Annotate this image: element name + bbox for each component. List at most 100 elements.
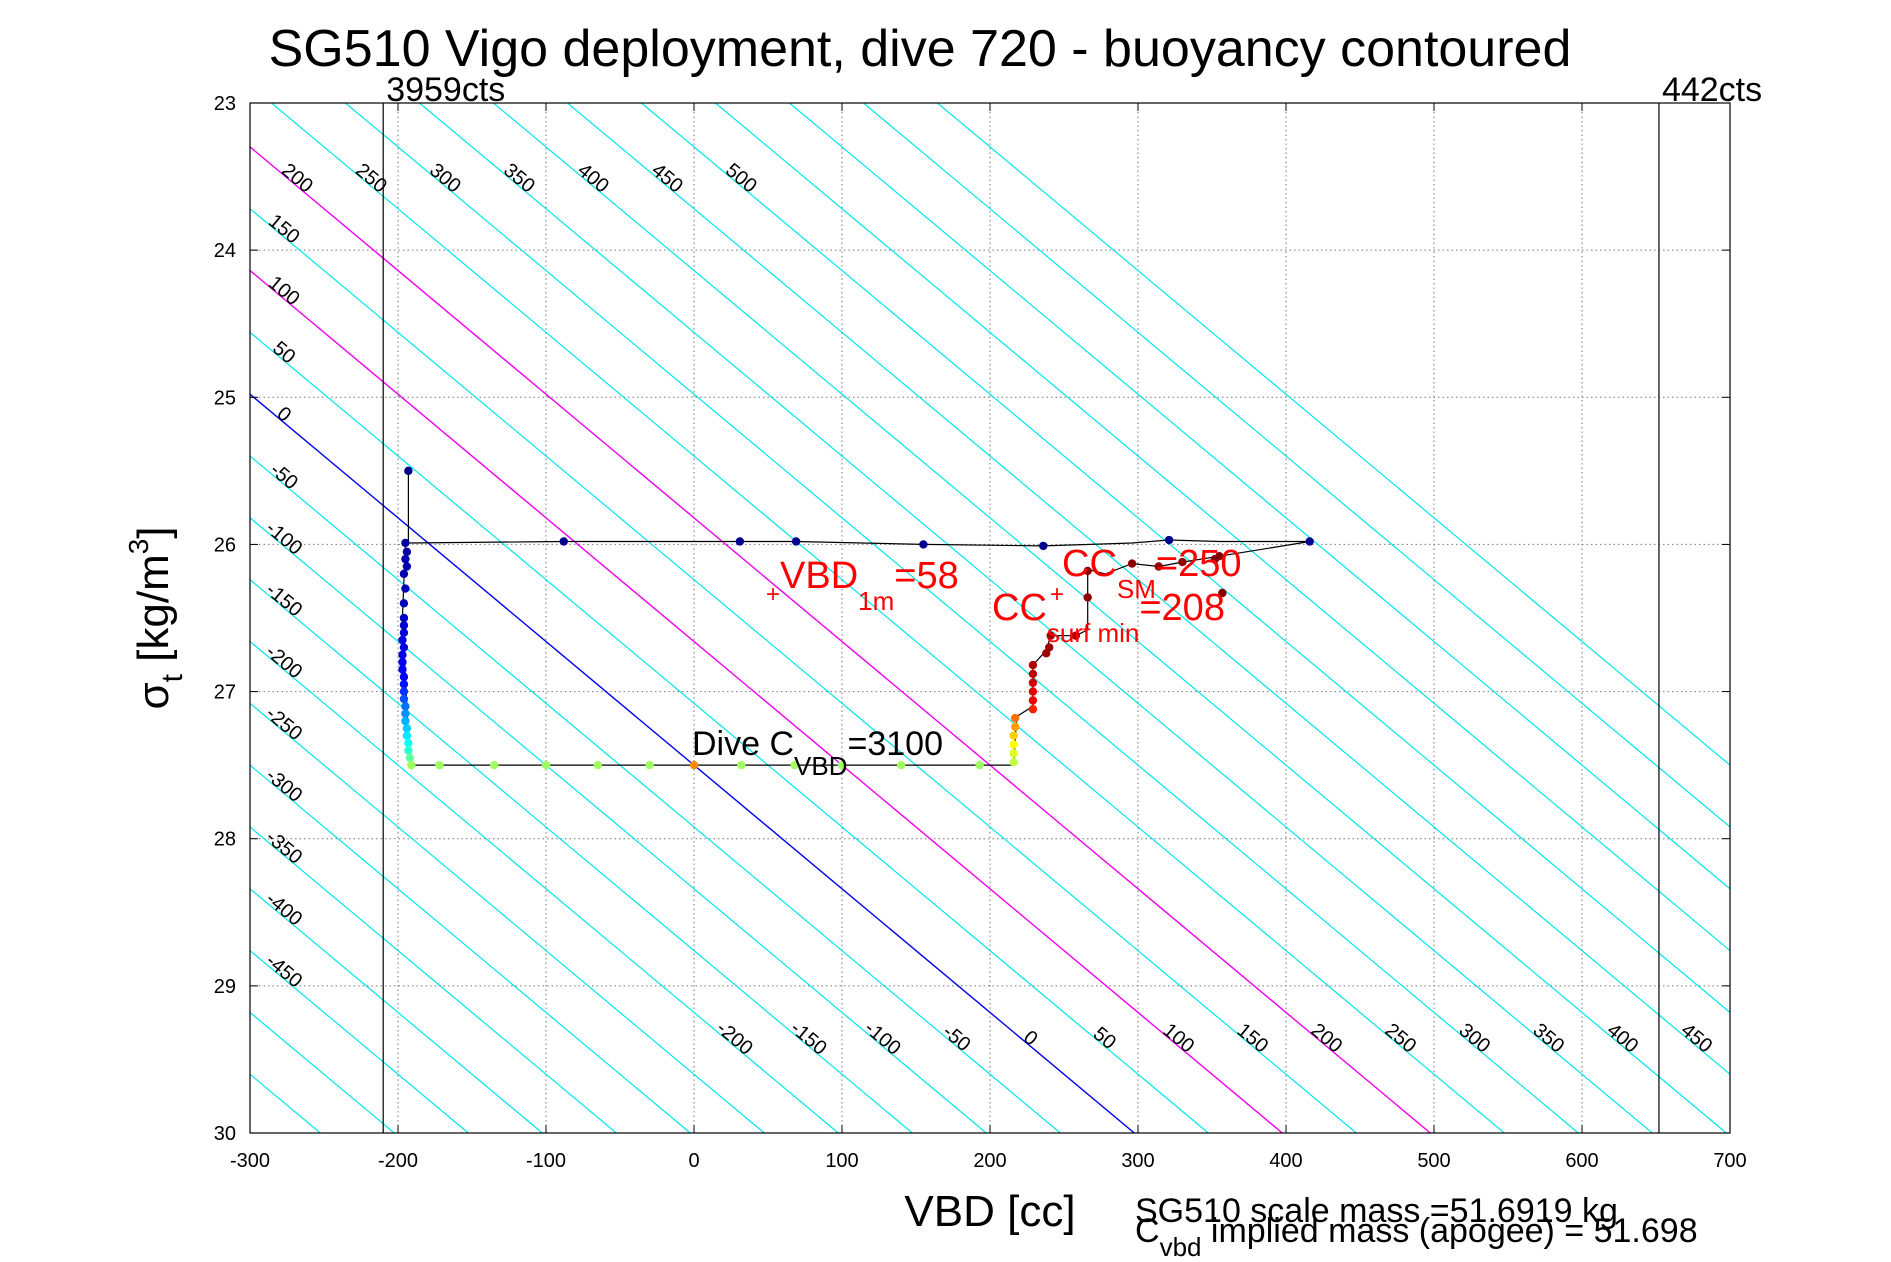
contour-label-top: 100	[264, 272, 304, 310]
contour-line	[271, 103, 1505, 1133]
contour-label-top: -350	[261, 826, 306, 869]
dive-point	[1028, 678, 1038, 687]
y-axis-ticks: 23 24 25 26 27 28 29 30	[214, 93, 1730, 1145]
contour-line	[250, 145, 1431, 1133]
dive-point	[1083, 566, 1092, 576]
contour-line	[641, 103, 1730, 1014]
cc-sm-main: CC	[1062, 543, 1117, 585]
vbd1m-main: VBD	[780, 555, 858, 597]
dive-point	[737, 760, 746, 770]
dive-point	[1028, 705, 1038, 714]
dive-point	[399, 569, 409, 579]
contour-line	[250, 393, 1135, 1133]
contour-line	[493, 103, 1727, 1133]
x-tick-label: -100	[526, 1150, 566, 1172]
dive-point	[399, 694, 409, 704]
x-tick-label: -200	[378, 1150, 418, 1172]
contour-label-top: -300	[261, 764, 306, 807]
implied-mass-main: C	[1135, 1212, 1160, 1250]
dive-point	[1071, 631, 1081, 640]
dive-point	[791, 537, 801, 546]
dive-point	[1154, 562, 1163, 571]
dive-point	[399, 613, 409, 623]
contour-line	[250, 640, 839, 1133]
dive-point	[404, 466, 413, 476]
contour-line	[250, 826, 617, 1133]
y-axis-label-close: ]	[129, 526, 178, 538]
dive-point	[1039, 541, 1048, 551]
contour-label-bottom: 350	[1529, 1019, 1569, 1057]
x-tick-label: 700	[1713, 1150, 1746, 1172]
y-tick-label: 28	[214, 829, 236, 851]
vbd1m-value: =58	[894, 555, 958, 597]
dive-point	[401, 716, 410, 726]
contour-label-top: 50	[268, 337, 299, 368]
x-tick-label: 100	[825, 1150, 858, 1172]
dive-point	[401, 538, 410, 548]
dive-point	[1010, 713, 1020, 723]
dive-point	[435, 760, 444, 770]
dive-point	[1046, 631, 1055, 640]
dive-point	[975, 760, 984, 770]
dive-point	[1218, 588, 1227, 598]
cc-surfmin-value: =208	[1139, 587, 1225, 629]
contour-label-top: 150	[264, 210, 304, 248]
dive-points	[398, 466, 1314, 770]
contour-line	[250, 578, 913, 1133]
vbd-limit-labels: 3959cts 442cts	[386, 71, 1762, 109]
dive-point	[1009, 740, 1018, 749]
dive-cvbd-annotation: Dive CVBD=3100	[692, 725, 943, 781]
dive-point	[897, 760, 906, 770]
y-axis-label-sub: t	[156, 673, 189, 682]
contour-label-top: 500	[721, 159, 761, 197]
dive-point	[404, 738, 413, 748]
contour-label-bottom: 0	[1019, 1026, 1042, 1050]
contour-line	[567, 103, 1730, 1076]
dive-point	[837, 760, 847, 770]
dive-point	[490, 760, 499, 770]
contour-label-top: 350	[499, 159, 539, 197]
contour-line	[863, 103, 1730, 828]
contour-label-bottom: 200	[1307, 1019, 1347, 1057]
dive-point	[1009, 731, 1018, 740]
chart-title: SG510 Vigo deployment, dive 720 - buoyan…	[269, 20, 1572, 78]
dive-point	[399, 643, 409, 652]
contour-label-top: 400	[573, 159, 613, 197]
contour-line	[250, 1011, 395, 1133]
contour-label-bottom: 300	[1455, 1019, 1495, 1057]
dive-point	[401, 702, 410, 711]
dive-point	[398, 665, 407, 674]
x-tick-label: -300	[230, 1150, 270, 1172]
y-axis-label-rest: [kg/m	[129, 554, 178, 674]
dive-point	[1028, 696, 1038, 705]
dive-point	[559, 537, 568, 546]
dive-point	[689, 760, 699, 770]
contour-label-top: 250	[351, 159, 391, 197]
cc-sm-sub: SM	[1117, 574, 1156, 604]
dive-point	[398, 650, 407, 659]
dive-point	[1178, 557, 1187, 567]
dive-point	[645, 760, 654, 770]
dive-point	[401, 709, 410, 718]
dive-point	[735, 537, 745, 546]
y-tick-label: 29	[214, 976, 236, 998]
dive-point	[1009, 758, 1018, 767]
contour-label-bottom: 150	[1233, 1019, 1273, 1057]
dive-point	[407, 760, 416, 770]
y-axis-label: σt [kg/m3]	[123, 526, 189, 709]
vbd-limit-label: 442cts	[1662, 71, 1762, 109]
contour-label-top: 200	[277, 159, 317, 197]
dive-point	[1028, 660, 1038, 670]
contour-label-top: -100	[261, 517, 306, 560]
x-tick-label: 400	[1269, 1150, 1302, 1172]
dive-point	[402, 724, 412, 733]
contour-line	[250, 269, 1283, 1133]
dive-point	[1215, 552, 1224, 561]
dive-cvbd-value: =3100	[848, 725, 944, 763]
contour-label-top: -400	[261, 888, 306, 931]
contour-line	[250, 702, 765, 1133]
contour-line	[250, 517, 987, 1133]
contour-label-top: 0	[273, 403, 296, 427]
cc-sm-annotation: CCSM=250	[1062, 543, 1241, 604]
